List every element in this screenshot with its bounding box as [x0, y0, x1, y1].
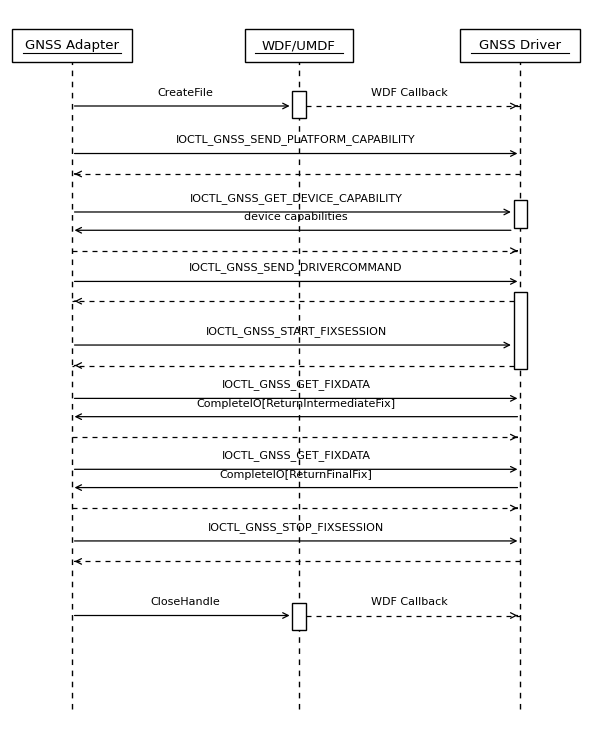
Bar	[292, 603, 306, 630]
Text: CloseHandle: CloseHandle	[151, 597, 220, 607]
Text: GNSS Adapter: GNSS Adapter	[25, 39, 119, 52]
Text: IOCTL_GNSS_START_FIXSESSION: IOCTL_GNSS_START_FIXSESSION	[205, 326, 387, 337]
Text: CompleteIO[ReturnFinalFix]: CompleteIO[ReturnFinalFix]	[219, 469, 373, 480]
Text: IOCTL_GNSS_GET_DEVICE_CAPABILITY: IOCTL_GNSS_GET_DEVICE_CAPABILITY	[190, 193, 402, 204]
Bar	[460, 29, 580, 62]
Bar	[245, 29, 353, 62]
Text: IOCTL_GNSS_GET_FIXDATA: IOCTL_GNSS_GET_FIXDATA	[221, 379, 371, 390]
Text: IOCTL_GNSS_GET_FIXDATA: IOCTL_GNSS_GET_FIXDATA	[221, 450, 371, 461]
Text: device capabilities: device capabilities	[244, 212, 348, 222]
Text: CompleteIO[ReturnIntermediateFix]: CompleteIO[ReturnIntermediateFix]	[197, 398, 395, 409]
Text: IOCTL_GNSS_SEND_DRIVERCOMMAND: IOCTL_GNSS_SEND_DRIVERCOMMAND	[189, 262, 403, 273]
Text: WDF Callback: WDF Callback	[371, 88, 448, 98]
Bar	[514, 200, 527, 228]
Text: WDF/UMDF: WDF/UMDF	[262, 39, 336, 52]
Text: IOCTL_GNSS_SEND_PLATFORM_CAPABILITY: IOCTL_GNSS_SEND_PLATFORM_CAPABILITY	[176, 135, 416, 145]
Text: WDF Callback: WDF Callback	[371, 597, 448, 607]
Text: CreateFile: CreateFile	[157, 88, 213, 98]
Bar	[292, 91, 306, 118]
Text: IOCTL_GNSS_STOP_FIXSESSION: IOCTL_GNSS_STOP_FIXSESSION	[208, 522, 384, 533]
Bar	[514, 292, 527, 369]
Text: GNSS Driver: GNSS Driver	[479, 39, 562, 52]
Bar	[12, 29, 132, 62]
